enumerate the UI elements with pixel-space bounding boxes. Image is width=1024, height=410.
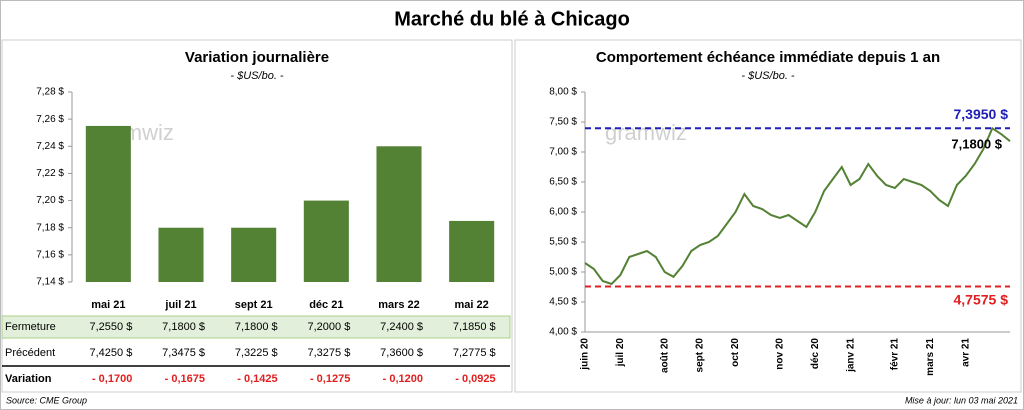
y-tick-label: 4,00 $ [549,327,577,338]
watermark: gramwiz [605,120,687,145]
x-tick-label: juil 20 [615,338,626,368]
x-tick-label: févr 21 [890,338,901,371]
x-tick-label: déc 21 [309,299,343,311]
y-tick-label: 7,24 $ [36,141,64,152]
page-title: Marché du blé à Chicago [394,8,630,30]
table-cell: - 0,1675 [165,373,205,385]
table-cell: 7,1800 $ [162,321,205,333]
y-tick-label: 7,16 $ [36,249,64,260]
y-tick-label: 7,14 $ [36,277,64,288]
x-tick-label: sept 21 [235,299,273,311]
bar [85,125,131,282]
table-cell: 7,2000 $ [308,321,351,333]
table-cell: - 0,1200 [383,373,423,385]
table-cell: 7,3275 $ [308,347,351,359]
x-tick-label: déc 20 [810,338,821,370]
table-cell: - 0,0925 [455,373,495,385]
chart-subtitle: - $US/bo. - [741,70,795,82]
y-tick-label: 5,00 $ [549,267,577,278]
table-cell: 7,4250 $ [90,347,133,359]
x-tick-label: nov 20 [774,338,785,370]
table-cell: 7,2775 $ [453,347,496,359]
y-tick-label: 7,20 $ [36,195,64,206]
y-tick-label: 7,00 $ [549,147,577,158]
table-cell: 7,1850 $ [453,321,496,333]
x-tick-label: janv 21 [845,338,856,373]
table-cell: 7,1800 $ [235,321,278,333]
x-tick-label: avr 21 [960,338,971,367]
table-cell: - 0,1700 [92,373,132,385]
row-label: Fermeture [5,321,56,333]
row-label: Variation [5,373,52,385]
y-tick-label: 7,18 $ [36,222,64,233]
table-cell: - 0,1275 [310,373,350,385]
x-tick-label: août 20 [659,338,670,373]
y-tick-label: 7,22 $ [36,168,64,179]
x-tick-label: mars 22 [378,299,420,311]
row-label: Précédent [5,347,55,359]
y-tick-label: 5,50 $ [549,237,577,248]
bar [376,146,422,282]
table-cell: - 0,1425 [237,373,277,385]
y-tick-label: 7,26 $ [36,114,64,125]
y-tick-label: 4,50 $ [549,297,577,308]
x-tick-label: oct 20 [730,338,741,367]
table-cell: 7,3225 $ [235,347,278,359]
x-tick-label: sept 20 [695,338,706,373]
bar [449,220,495,282]
x-tick-label: mars 21 [925,338,936,376]
table-cell: 7,2550 $ [90,321,133,333]
table-cell: 7,3475 $ [162,347,205,359]
chart-title: Comportement échéance immédiate depuis 1… [596,49,940,66]
x-tick-label: mai 21 [91,299,125,311]
left-panel [1,39,513,393]
reference-label: 4,7575 $ [954,291,1009,307]
x-tick-label: juin 20 [580,338,591,371]
right-panel [514,39,1022,393]
y-tick-label: 7,50 $ [549,117,577,128]
table-cell: 7,2400 $ [380,321,423,333]
x-tick-label: juil 21 [164,299,196,311]
bar [158,227,204,282]
bar [231,227,277,282]
y-tick-label: 7,28 $ [36,87,64,98]
source: Source: CME Group [6,395,87,405]
y-tick-label: 6,50 $ [549,177,577,188]
chart-subtitle: - $US/bo. - [230,70,284,82]
y-tick-label: 8,00 $ [549,87,577,98]
x-tick-label: mai 22 [455,299,489,311]
line [584,126,1011,286]
y-tick-label: 6,00 $ [549,207,577,218]
updated: Mise à jour: lun 03 mai 2021 [905,395,1018,405]
table-cell: 7,3600 $ [380,347,423,359]
bar [303,200,349,282]
reference-label: 7,3950 $ [954,106,1009,122]
chart-title: Variation journalière [185,49,329,66]
row-highlight [1,315,511,339]
annotation: 7,1800 $ [951,137,1002,152]
